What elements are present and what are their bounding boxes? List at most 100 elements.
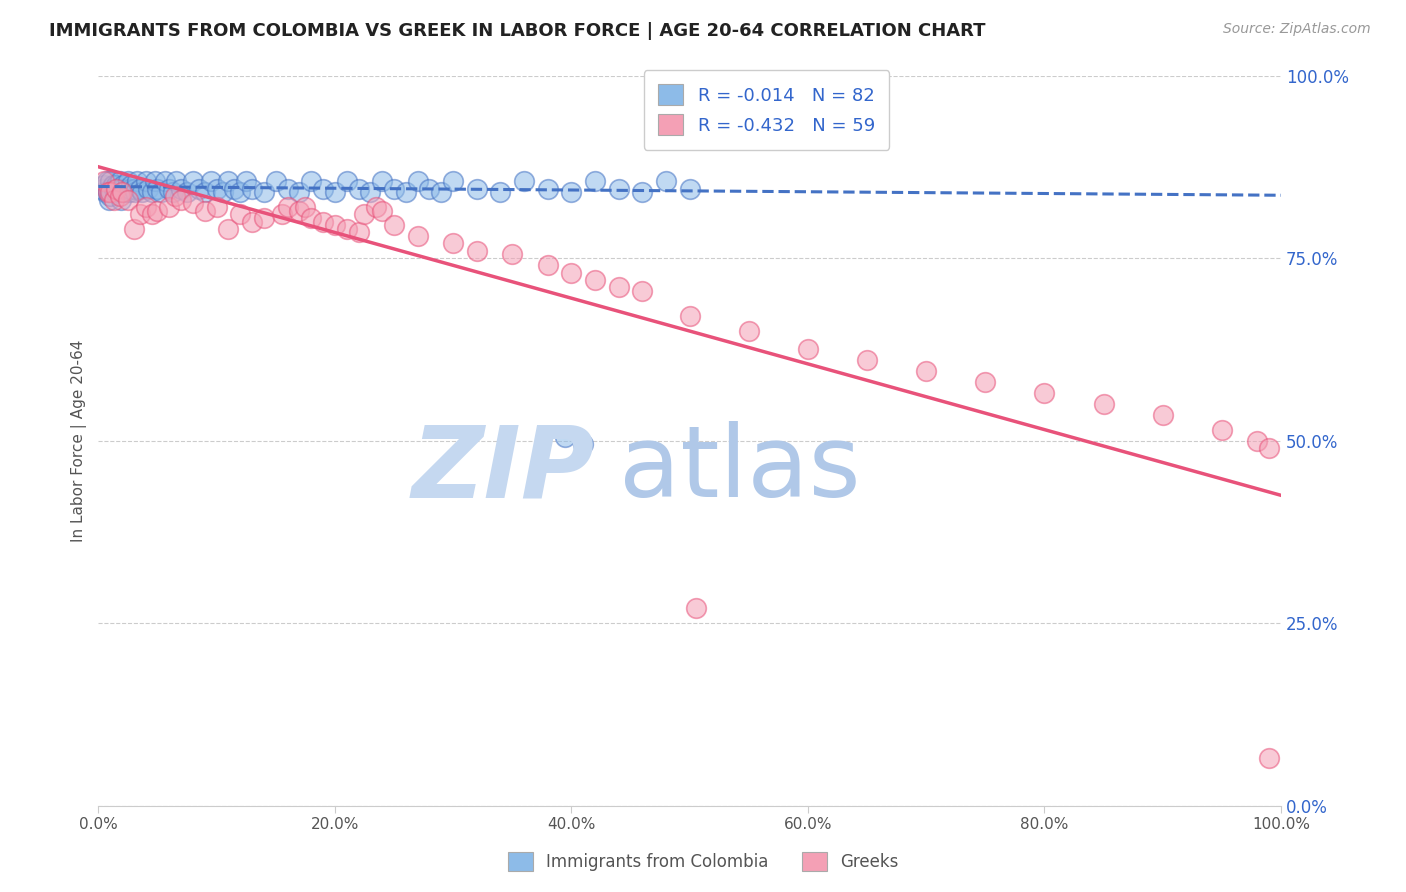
Point [240,182,263,196]
Point [120,182,142,196]
Point [135,200,157,214]
Point [915,364,938,378]
Point [353,207,375,221]
Point [205,182,228,196]
Point [288,186,311,200]
Point [128,182,150,196]
Point [253,186,276,200]
Point [93,178,115,192]
Point [270,207,292,221]
Point [465,244,488,258]
Point [162,186,184,200]
Point [194,203,217,218]
Y-axis label: In Labor Force | Age 20-64: In Labor Force | Age 20-64 [72,339,87,541]
Point [1152,408,1174,422]
Point [104,186,127,200]
Point [465,182,488,196]
Point [98,182,121,196]
Point [217,222,239,236]
Point [112,178,135,192]
Point [288,203,311,218]
Point [146,203,169,218]
Point [513,174,536,188]
Point [136,182,159,196]
Point [117,193,139,207]
Point [103,182,125,196]
Point [572,437,595,451]
Point [418,182,440,196]
Point [97,186,120,200]
Point [128,207,150,221]
Point [157,200,180,214]
Point [97,186,120,200]
Point [118,186,141,200]
Point [200,174,222,188]
Point [153,174,176,188]
Point [205,200,228,214]
Point [111,182,134,196]
Point [430,186,453,200]
Point [224,182,246,196]
Point [105,178,128,192]
Point [685,601,707,615]
Point [1211,423,1233,437]
Point [738,324,761,338]
Point [312,182,335,196]
Point [93,174,115,188]
Text: IMMIGRANTS FROM COLOMBIA VS GREEK IN LABOR FORCE | AGE 20-64 CORRELATION CHART: IMMIGRANTS FROM COLOMBIA VS GREEK IN LAB… [49,22,986,40]
Point [124,186,146,200]
Point [277,200,299,214]
Point [127,174,149,188]
Point [583,273,606,287]
Point [359,186,381,200]
Point [371,174,394,188]
Point [679,182,702,196]
Point [170,193,193,207]
Point [1092,397,1115,411]
Point [105,182,128,196]
Point [111,186,134,200]
Point [112,186,135,200]
Point [323,218,346,232]
Point [277,182,299,196]
Point [141,207,163,221]
Point [583,174,606,188]
Point [294,200,316,214]
Point [974,375,997,389]
Point [441,174,464,188]
Point [679,310,702,324]
Point [105,182,128,196]
Point [655,174,678,188]
Point [366,200,388,214]
Point [170,182,193,196]
Point [797,343,820,357]
Point [235,174,257,188]
Point [253,211,276,225]
Point [560,266,582,280]
Point [347,182,370,196]
Point [406,174,429,188]
Point [299,174,322,188]
Point [98,189,121,203]
Point [856,353,879,368]
Point [240,214,263,228]
Point [114,182,136,196]
Point [157,182,180,196]
Point [211,186,233,200]
Point [98,174,121,188]
Point [108,174,131,188]
Point [121,178,143,192]
Point [323,186,346,200]
Point [176,186,198,200]
Point [501,247,523,261]
Point [146,182,169,196]
Point [382,218,405,232]
Point [165,189,187,203]
Point [347,226,370,240]
Point [98,186,121,200]
Point [131,186,153,200]
Point [336,174,359,188]
Point [1258,441,1281,455]
Point [103,193,125,207]
Text: ZIP: ZIP [412,421,595,518]
